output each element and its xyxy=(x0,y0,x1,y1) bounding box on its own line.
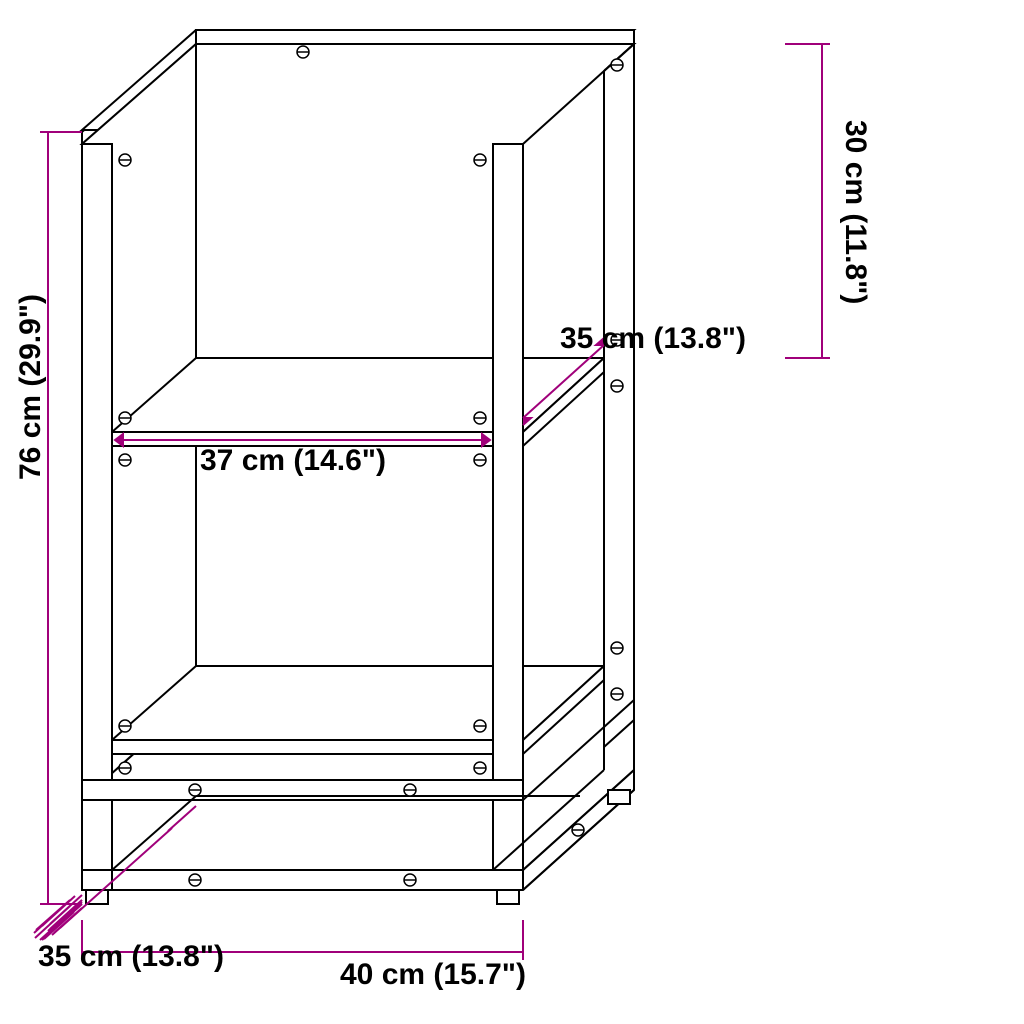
dim-shelf-depth: 35 cm (13.8") xyxy=(560,322,746,356)
dim-base-depth: 35 cm (13.8") xyxy=(38,940,224,974)
dim-shelf-width: 37 cm (14.6") xyxy=(200,444,386,478)
dim-shelf-height: 30 cm (11.8") xyxy=(838,120,872,304)
dim-base-width: 40 cm (15.7") xyxy=(340,958,526,992)
dim-height-total: 76 cm (29.9") xyxy=(14,294,48,480)
